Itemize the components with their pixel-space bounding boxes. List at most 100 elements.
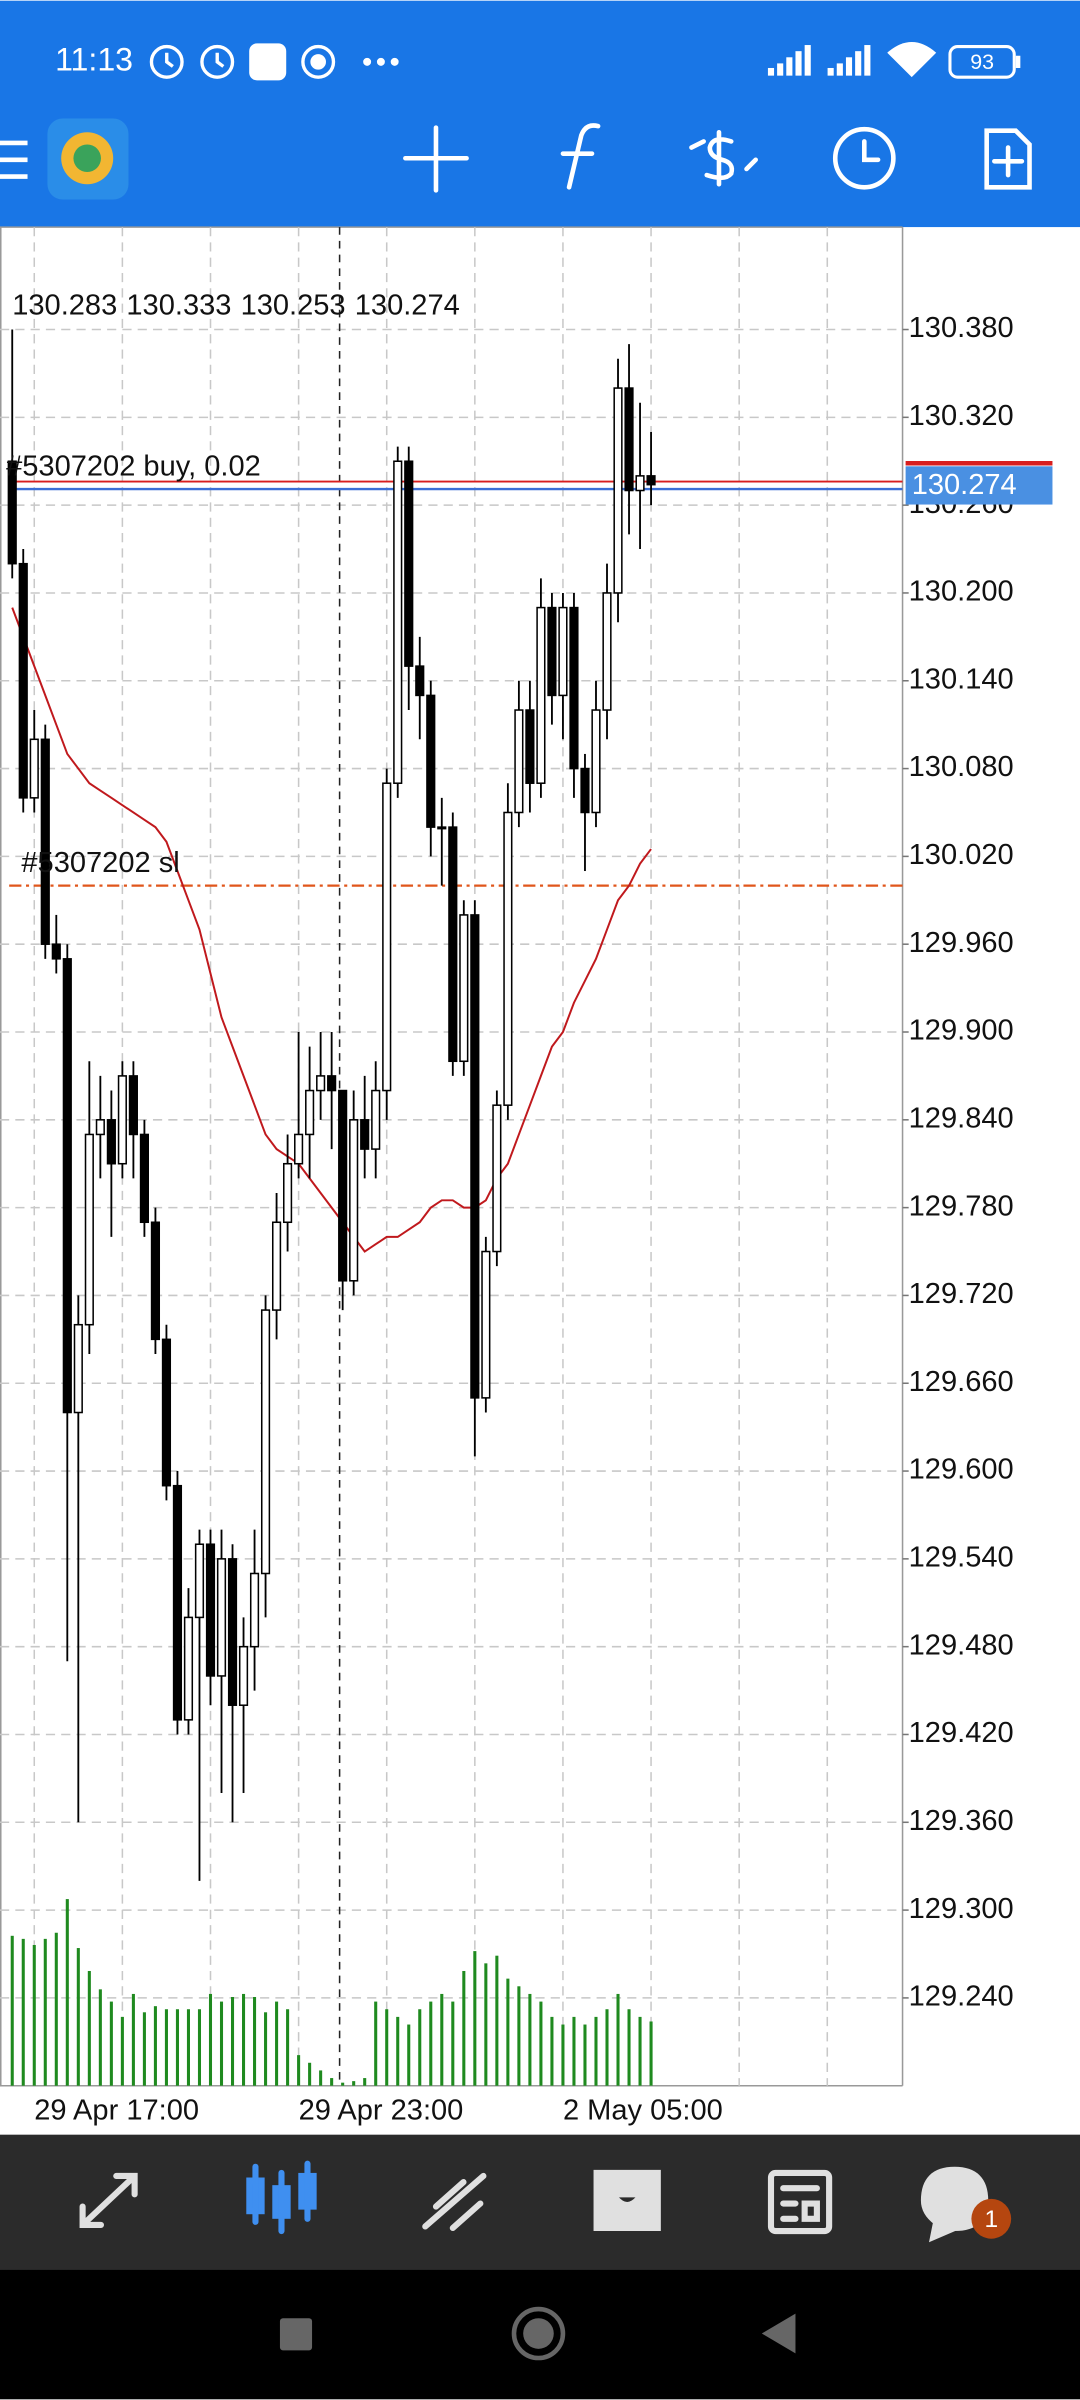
candle-body <box>492 1104 502 1253</box>
y-tick-label: 130.020 <box>909 839 1014 871</box>
nav-history[interactable] <box>593 2169 661 2232</box>
status-icons <box>149 43 399 81</box>
volume-bar <box>308 2062 312 2086</box>
y-tick-label: 130.380 <box>909 312 1014 344</box>
volume-bar <box>219 2001 224 2086</box>
ohlc-high: 130.333 <box>126 289 231 321</box>
candle-body <box>470 914 480 1399</box>
candle-body <box>349 1119 359 1282</box>
price-label: 130.274 <box>912 469 1017 501</box>
y-tick-label: 129.780 <box>909 1190 1014 1222</box>
volume-bar <box>175 2009 179 2086</box>
candle-body <box>624 387 634 492</box>
volume-bar <box>341 2082 345 2086</box>
volume-bar <box>32 1944 36 2086</box>
trade-button[interactable] <box>689 129 758 187</box>
crosshair-button[interactable] <box>403 125 469 193</box>
candle-body <box>183 1616 194 1721</box>
volume-bar <box>54 1932 58 2086</box>
volume-bar <box>462 1970 466 2086</box>
y-tick-label: 129.900 <box>909 1015 1014 1047</box>
app-icon[interactable] <box>47 118 129 200</box>
nav-chart[interactable] <box>246 2160 317 2235</box>
chat-badge-count: 1 <box>984 2206 998 2233</box>
bottom-nav <box>0 2134 1080 2270</box>
new-order-button[interactable] <box>984 128 1032 190</box>
nav-news[interactable] <box>767 2169 833 2235</box>
moving-average-line <box>11 607 652 1253</box>
candle-body <box>481 1250 491 1399</box>
volume-bar <box>396 2016 400 2086</box>
candle-body <box>525 709 535 784</box>
recent-apps-button[interactable] <box>279 2318 313 2351</box>
candle-body <box>558 606 568 697</box>
candle-body <box>635 475 645 492</box>
volume-bar <box>87 1970 91 2086</box>
signal-icons <box>767 41 937 78</box>
candle-body <box>305 1089 315 1136</box>
candle-body <box>426 694 436 828</box>
candle-body <box>360 1119 370 1150</box>
candle-body <box>249 1572 260 1648</box>
period-button[interactable] <box>832 126 896 190</box>
volume-bar <box>286 2009 290 2086</box>
candle-body <box>73 1323 83 1414</box>
volume-bar <box>264 2012 268 2086</box>
candle-body <box>514 709 524 814</box>
candle-body <box>503 811 513 1106</box>
volume-bar <box>495 1955 499 2086</box>
volume-bar <box>550 2016 554 2086</box>
x-tick-label: 29 Apr 17:00 <box>34 2094 199 2126</box>
candle-body <box>161 1338 172 1487</box>
volume-bar <box>10 1935 14 2086</box>
candle-body <box>646 475 656 486</box>
candle-body <box>128 1075 138 1136</box>
candle-body <box>294 1133 304 1165</box>
candle-body <box>393 460 403 784</box>
back-button[interactable] <box>761 2313 796 2354</box>
volume-bar <box>43 1938 47 2086</box>
volume-bar <box>594 2016 598 2086</box>
volume-bar <box>142 2012 146 2086</box>
volume-bar <box>109 2001 113 2086</box>
candle-body <box>283 1162 293 1224</box>
indicators-button[interactable] <box>560 123 601 190</box>
candle-body <box>29 738 39 799</box>
volume-bar <box>275 2001 279 2086</box>
candle-body <box>238 1645 249 1706</box>
y-tick-label: 130.140 <box>909 663 1014 695</box>
candle-body <box>18 562 28 799</box>
status-time: 11:13 <box>55 41 133 77</box>
candle-body <box>271 1221 282 1311</box>
home-button[interactable] <box>511 2306 566 2361</box>
volume-bar <box>418 2009 422 2086</box>
volume-bar <box>352 2081 356 2086</box>
nav-trade[interactable] <box>422 2172 487 2232</box>
volume-bar <box>451 2001 455 2086</box>
menu-button[interactable] <box>0 140 28 179</box>
volume-bar <box>539 2001 543 2086</box>
candle-body <box>404 460 414 667</box>
x-tick-label: 29 Apr 23:00 <box>299 2094 464 2126</box>
y-tick-label: 129.720 <box>909 1278 1014 1310</box>
candle-body <box>437 826 447 830</box>
volume-bar <box>528 1993 532 2086</box>
volume-bar <box>385 2009 389 2086</box>
nav-quotes[interactable] <box>79 2172 138 2228</box>
candle-body <box>382 782 392 1092</box>
candle-body <box>216 1558 227 1677</box>
x-tick-label: 2 May 05:00 <box>563 2094 723 2126</box>
candle-body <box>327 1075 337 1092</box>
app-bar <box>0 0 1080 228</box>
candle-body <box>84 1133 94 1326</box>
order-label: #5307202 buy, 0.02 <box>6 450 261 482</box>
volume-bar <box>561 2024 565 2086</box>
y-tick-label: 129.420 <box>909 1717 1014 1749</box>
volume-bar <box>65 1899 69 2086</box>
candle-body <box>40 738 50 945</box>
y-tick-label: 129.300 <box>909 1893 1014 1925</box>
candle-body <box>227 1558 238 1706</box>
volume-bar <box>197 2009 202 2086</box>
ohlc-close: 130.274 <box>355 289 460 321</box>
